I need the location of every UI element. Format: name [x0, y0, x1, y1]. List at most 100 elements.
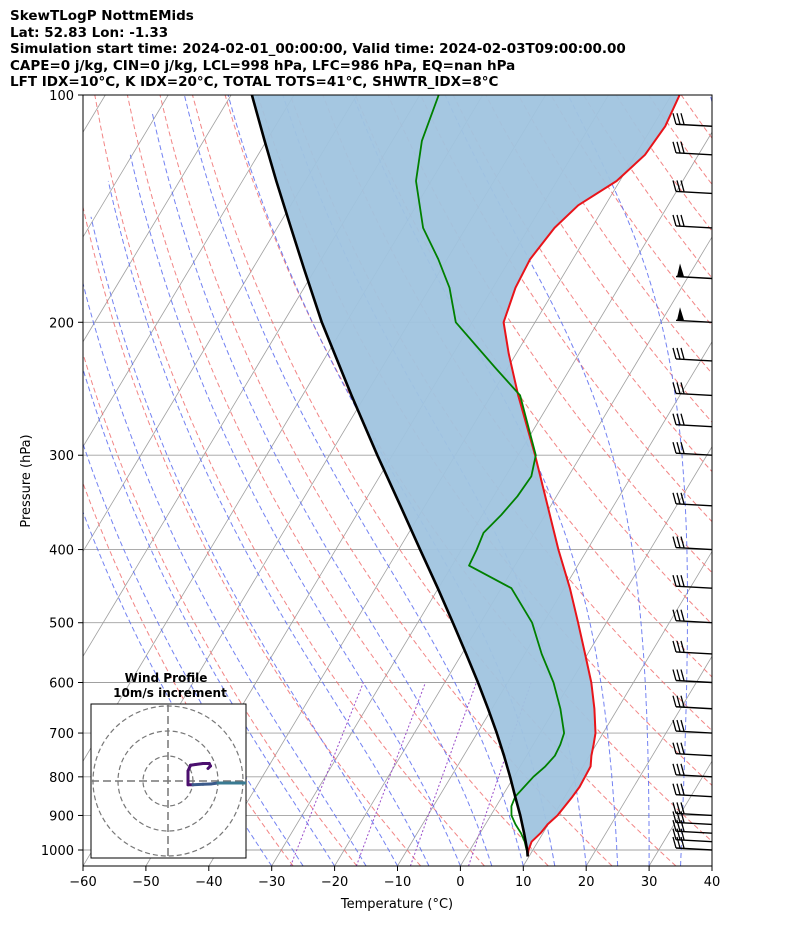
wind-barb [672, 742, 713, 757]
barb-flag [680, 442, 685, 454]
moist-adiabat [567, 95, 688, 866]
barb-flag [672, 609, 677, 621]
dry-adiabat [648, 95, 712, 186]
x-tick-label: 20 [578, 875, 595, 890]
dry-adiabat [83, 352, 358, 866]
barb-flag [672, 536, 677, 548]
barb-flag [680, 141, 685, 153]
dry-adiabat [746, 95, 794, 866]
barb-flag [672, 742, 677, 754]
barb-flag [680, 413, 685, 425]
wind-barb [672, 141, 713, 156]
isotherm-line [585, 655, 712, 866]
dry-adiabat [126, 95, 549, 866]
y-tick-label: 700 [49, 727, 74, 742]
barb-staff [675, 452, 713, 456]
series-layer [250, 95, 681, 857]
parcel-line [250, 95, 529, 857]
y-axis-label: Pressure (hPa) [19, 434, 34, 527]
stability-line-2: LFT IDX=10°C, K IDX=20°C, TOTAL TOTS=41°… [10, 74, 499, 90]
dry-adiabat [583, 95, 712, 279]
barb-flag [680, 609, 685, 621]
barb-flag [676, 836, 681, 849]
hodograph-subtitle: 10m/s increment [113, 686, 227, 700]
barb-flag [672, 640, 677, 653]
wind-barb [672, 802, 713, 817]
y-tick-label: 1000 [41, 844, 74, 859]
barb-flag [672, 783, 677, 795]
dry-adiabat [680, 95, 712, 139]
wind-barb [675, 263, 713, 280]
axis-ticks: −60 −50 −40 −30 −20 −10 0 10 20 30 40 100 200 300 400 5… [41, 89, 720, 890]
wind-barb [672, 695, 713, 710]
isotherm-line [83, 95, 295, 448]
moist-adiabat [107, 180, 430, 866]
moist-adiabat [444, 95, 650, 866]
wind-barb [672, 609, 713, 624]
grid-layer [83, 95, 794, 866]
barb-staff [675, 774, 713, 778]
isotherm-line [648, 760, 712, 866]
barb-flag [676, 783, 681, 795]
barb-flag [680, 836, 685, 849]
barb-flag [676, 640, 681, 653]
barb-flag [672, 669, 677, 681]
x-tick-label: −20 [321, 875, 348, 890]
wind-barbs [672, 113, 713, 851]
wind-barb [672, 180, 713, 195]
barb-flag [672, 820, 677, 832]
x-tick-label: 40 [704, 875, 721, 890]
barb-flag [680, 763, 685, 776]
barb-flag [672, 695, 677, 707]
x-axis-label: Temperature (°C) [340, 897, 453, 912]
barb-flag [680, 492, 685, 504]
location-label: Lat: 52.83 Lon: -1.33 [10, 25, 169, 41]
barb-flag [680, 820, 685, 832]
moist-adiabat [83, 281, 367, 866]
x-tick-label: −30 [258, 875, 285, 890]
cape-fill [251, 95, 680, 857]
wind-barb [672, 413, 713, 428]
dry-adiabat [83, 205, 422, 866]
y-tick-label: 900 [49, 809, 74, 824]
barb-pennant [677, 307, 684, 321]
x-tick-label: −50 [132, 875, 159, 890]
isotherm-line [334, 236, 712, 866]
moist-adiabat [709, 95, 712, 866]
wind-barb [672, 382, 713, 397]
barb-flag [676, 695, 681, 707]
wind-barb [672, 492, 713, 507]
barb-flag [676, 828, 681, 840]
moist-adiabat [83, 367, 336, 866]
barb-flag [672, 802, 677, 814]
barb-staff [675, 423, 713, 428]
wind-barb [672, 575, 713, 589]
temperature-line [502, 95, 681, 857]
barb-staff [675, 679, 713, 684]
wind-barb [672, 536, 713, 551]
dewpoint-line [415, 95, 565, 851]
barb-staff [675, 730, 713, 734]
barb-staff [675, 503, 713, 507]
isotherm-line [83, 95, 232, 343]
hodograph-title: Wind Profile [125, 671, 208, 685]
moist-adiabat [90, 216, 398, 866]
x-tick-label: 0 [456, 875, 464, 890]
barb-flag [672, 214, 677, 227]
dry-adiabat [420, 95, 712, 523]
barb-flag [680, 695, 685, 707]
barb-flag [680, 719, 685, 732]
barb-flag [672, 492, 677, 504]
barb-staff [675, 706, 713, 710]
barb-flag [672, 113, 677, 125]
dry-adiabat [94, 95, 485, 866]
wind-barb [672, 719, 713, 734]
wind-barb [672, 669, 713, 684]
barb-staff [675, 847, 713, 851]
barb-flag [676, 442, 681, 454]
barb-staff [675, 319, 713, 323]
barb-staff [675, 752, 713, 757]
x-tick-label: 30 [641, 875, 658, 890]
moist-adiabat [83, 442, 304, 866]
